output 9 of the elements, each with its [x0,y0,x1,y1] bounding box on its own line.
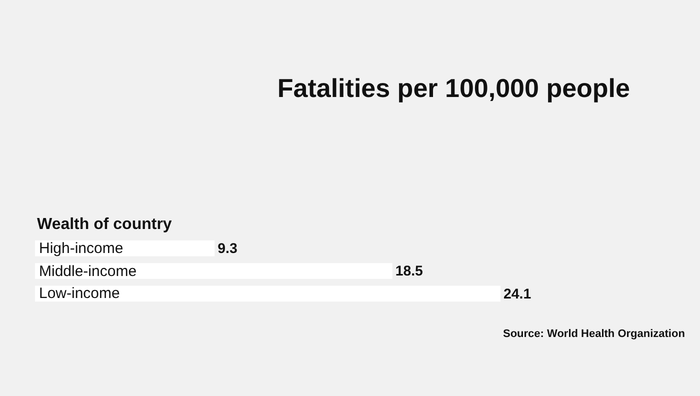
y-axis-title: Wealth of country [37,216,172,233]
chart-title: Fatalities per 100,000 people [277,73,630,104]
data-label: 24.1 [504,286,532,302]
source-note: Source: World Health Organization [503,328,686,340]
y-tick-label: High-income [39,240,124,257]
y-tick-label: Middle-income [39,263,137,280]
data-label: 18.5 [395,264,424,280]
y-tick-label: Low-income [39,285,120,302]
data-label: 9.3 [218,240,238,257]
